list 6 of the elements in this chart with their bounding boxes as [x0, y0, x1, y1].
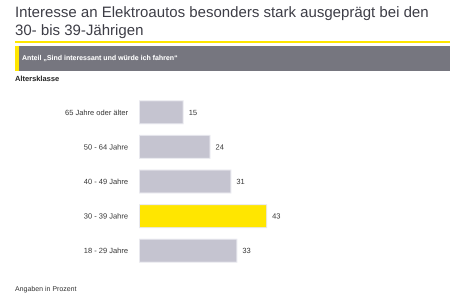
chart-title: Interesse an Elektroautos besonders stark ausgeprägt bei den 30- bis 39-Jährigen	[15, 4, 450, 43]
bar	[139, 238, 238, 263]
bar	[139, 204, 268, 228]
bar	[139, 170, 232, 194]
bar	[139, 134, 211, 159]
bar	[139, 100, 184, 124]
